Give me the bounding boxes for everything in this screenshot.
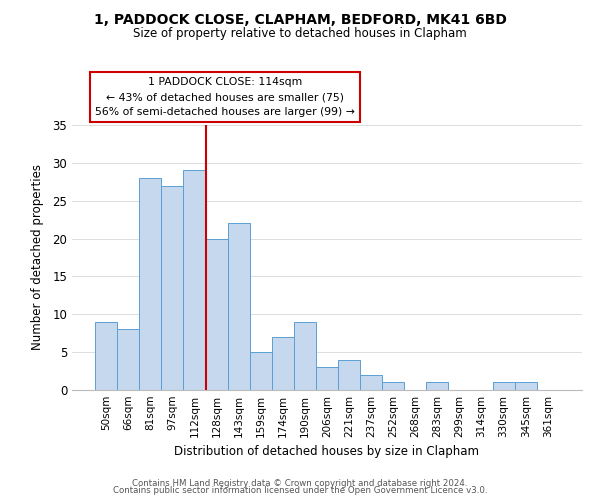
Bar	[184, 170, 206, 390]
Bar	[338, 360, 360, 390]
Bar	[139, 178, 161, 390]
Text: 1, PADDOCK CLOSE, CLAPHAM, BEDFORD, MK41 6BD: 1, PADDOCK CLOSE, CLAPHAM, BEDFORD, MK41…	[94, 12, 506, 26]
Text: 1 PADDOCK CLOSE: 114sqm
← 43% of detached houses are smaller (75)
56% of semi-de: 1 PADDOCK CLOSE: 114sqm ← 43% of detache…	[95, 78, 355, 117]
Bar	[360, 375, 382, 390]
Bar	[95, 322, 117, 390]
Bar	[493, 382, 515, 390]
Text: Size of property relative to detached houses in Clapham: Size of property relative to detached ho…	[133, 28, 467, 40]
Bar	[382, 382, 404, 390]
Bar	[294, 322, 316, 390]
Text: Contains public sector information licensed under the Open Government Licence v3: Contains public sector information licen…	[113, 486, 487, 495]
Bar	[272, 337, 294, 390]
Bar	[250, 352, 272, 390]
Y-axis label: Number of detached properties: Number of detached properties	[31, 164, 44, 350]
Bar	[427, 382, 448, 390]
Bar	[206, 238, 227, 390]
Bar	[227, 224, 250, 390]
X-axis label: Distribution of detached houses by size in Clapham: Distribution of detached houses by size …	[175, 446, 479, 458]
Text: Contains HM Land Registry data © Crown copyright and database right 2024.: Contains HM Land Registry data © Crown c…	[132, 478, 468, 488]
Bar	[161, 186, 184, 390]
Bar	[515, 382, 537, 390]
Bar	[316, 368, 338, 390]
Bar	[117, 330, 139, 390]
